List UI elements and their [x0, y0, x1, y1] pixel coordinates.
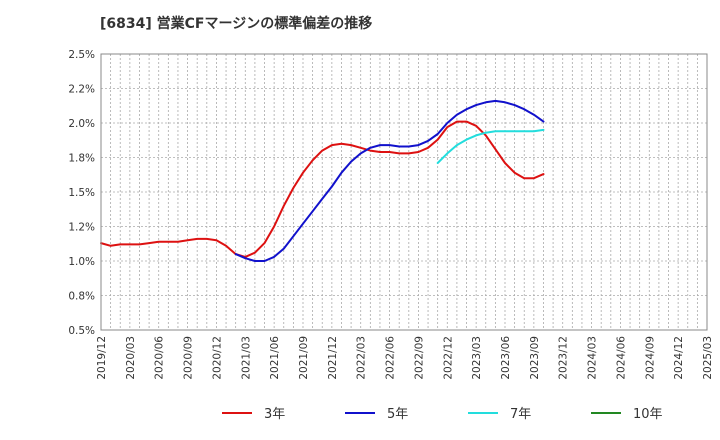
x-axis: 2019/12 2020/03 2020/06 2020/09 2020/12 2021/…: [96, 336, 714, 380]
x-tick-label: 2019/12: [96, 336, 108, 380]
x-tick-label: 2021/09: [298, 336, 310, 380]
x-tick-label: 2023/12: [558, 336, 570, 380]
x-tick-label: 2023/03: [471, 336, 483, 380]
x-tick-label: 2022/09: [413, 336, 425, 380]
y-tick-label: 0.5%: [68, 325, 95, 337]
y-tick-label: 2.0%: [68, 118, 95, 130]
x-tick-label: 2020/03: [125, 336, 137, 380]
series-line-3: [436, 128, 545, 164]
x-tick-label: 2021/03: [240, 336, 252, 380]
y-tick-label: 1.0%: [68, 256, 95, 268]
x-tick-label: 2024/06: [615, 336, 627, 380]
legend: 3年 5年 7年 10年: [222, 407, 663, 422]
x-tick-label: 2024/09: [644, 336, 656, 380]
y-tick-label: 1.5%: [68, 187, 95, 199]
x-tick-label: 2024/03: [587, 336, 599, 380]
x-tick-label: 2023/09: [529, 336, 541, 380]
series-line-2: [234, 99, 545, 262]
y-tick-label: 2.5%: [68, 49, 95, 61]
plot-area: [101, 54, 707, 330]
series-line-1: [100, 120, 545, 258]
y-tick-label: 1.2%: [68, 222, 95, 234]
x-tick-label: 2022/03: [356, 336, 368, 380]
x-tick-label: 2021/06: [269, 336, 281, 380]
x-tick-label: 2020/12: [211, 336, 223, 380]
y-tick-label: 2.2%: [68, 84, 95, 96]
series-lines: [100, 99, 545, 262]
x-tick-label: 2020/06: [154, 336, 166, 380]
grid: [100, 53, 708, 331]
x-tick-label: 2024/12: [673, 336, 685, 380]
x-tick-label: 2022/12: [442, 336, 454, 380]
x-tick-label: 2021/12: [327, 336, 339, 380]
y-tick-label: 0.8%: [68, 291, 95, 303]
legend-label: 7年: [510, 407, 531, 422]
x-tick-label: 2023/06: [500, 336, 512, 380]
legend-label: 5年: [387, 407, 408, 422]
plot-border: [100, 53, 708, 331]
legend-label: 10年: [633, 407, 663, 422]
x-tick-label: 2020/09: [183, 336, 195, 380]
y-axis: 0.5% 0.8% 1.0% 1.2% 1.5% 1.8% 2.0% 2.2% 2.5%: [68, 49, 95, 337]
chart-title: [6834] 営業CFマージンの標準偏差の推移: [100, 15, 372, 32]
legend-label: 3年: [264, 407, 285, 422]
y-tick-label: 1.8%: [68, 153, 95, 165]
x-tick-label: 2025/03: [702, 336, 714, 380]
x-tick-label: 2022/06: [385, 336, 397, 380]
